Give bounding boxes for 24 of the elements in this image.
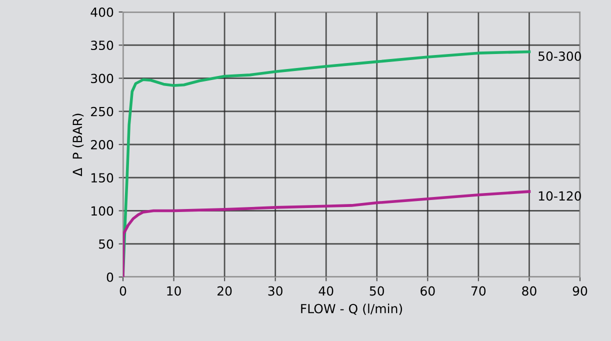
y-tick-label: 350 — [91, 40, 114, 50]
x-tick-label: 0 — [120, 286, 126, 296]
y-tick-label: 150 — [91, 173, 114, 183]
y-axis-title: Δ P (BAR) — [72, 114, 84, 176]
series-label: 50-300 — [538, 51, 581, 61]
line-series — [123, 190, 531, 277]
x-tick-label: 60 — [420, 286, 435, 296]
y-tick-label: 50 — [99, 239, 114, 249]
y-tick-label: 400 — [90, 7, 114, 17]
x-tick-label: 10 — [167, 286, 181, 296]
y-tick-label: 250 — [91, 106, 114, 116]
y-tick-label: 300 — [91, 74, 114, 84]
x-axis-title: FLOW - Q (l/min) — [301, 304, 402, 315]
x-tick-label: 70 — [472, 286, 486, 296]
y-tick-label: 200 — [91, 140, 114, 150]
series-label: 10-120 — [538, 191, 581, 201]
x-tick-label: 90 — [572, 286, 588, 296]
y-tick-label: 100 — [91, 206, 114, 216]
y-tick-label: 0 — [106, 272, 114, 282]
x-tick-label: 30 — [268, 286, 282, 296]
x-tick-label: 20 — [218, 286, 232, 296]
x-tick-label: 50 — [370, 286, 384, 296]
x-tick-label: 40 — [318, 286, 334, 296]
x-tick-label: 80 — [522, 286, 536, 296]
